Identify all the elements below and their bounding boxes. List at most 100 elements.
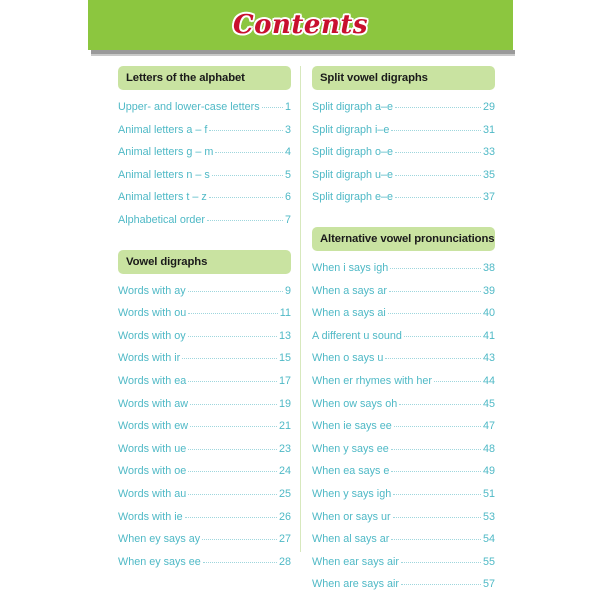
toc-entry[interactable]: When er rhymes with her 44 — [312, 370, 495, 393]
banner-shadow-soft — [91, 54, 515, 56]
toc-page-number: 4 — [284, 146, 291, 159]
toc-entry-label: When are says air — [312, 578, 400, 591]
toc-page-number: 19 — [278, 397, 291, 410]
toc-page-number: 9 — [284, 284, 291, 297]
toc-entry[interactable]: Animal letters g – m 4 — [118, 141, 291, 164]
toc-entry-label: Split digraph o–e — [312, 146, 394, 159]
toc-page-number: 40 — [482, 307, 495, 320]
banner-background — [88, 0, 513, 50]
toc-entry[interactable]: When al says ar 54 — [312, 528, 495, 551]
toc-entry[interactable]: When a says ar 39 — [312, 280, 495, 303]
toc-page-number: 51 — [482, 487, 495, 500]
toc-entry-label: Words with aw — [118, 397, 189, 410]
toc-entry[interactable]: Words with ie 26 — [118, 506, 291, 529]
toc-page-number: 43 — [482, 352, 495, 365]
toc-page-number: 31 — [482, 123, 495, 136]
toc-entry-label: Animal letters t – z — [118, 191, 207, 204]
toc-page-number: 39 — [482, 284, 495, 297]
contents-columns: Letters of the alphabet Upper- and lower-… — [0, 66, 600, 590]
toc-page-number: 45 — [482, 397, 495, 410]
toc-entry-label: When ow says oh — [312, 397, 398, 410]
toc-entry[interactable]: When o says u 43 — [312, 347, 495, 370]
toc-page-number: 25 — [278, 487, 291, 500]
toc-entry[interactable]: Animal letters t – z 6 — [118, 186, 291, 209]
toc-page-number: 26 — [278, 510, 291, 523]
toc-leader-dots — [389, 290, 481, 292]
toc-entry-label: Words with ou — [118, 307, 187, 320]
toc-entry[interactable]: Words with ay 9 — [118, 280, 291, 303]
toc-entry[interactable]: When y says ee 48 — [312, 438, 495, 461]
toc-entry-label: When or says ur — [312, 510, 391, 523]
toc-entry[interactable]: When ie says ee 47 — [312, 415, 495, 438]
toc-entry[interactable]: When a says ai 40 — [312, 302, 495, 325]
toc-leader-dots — [188, 448, 277, 450]
toc-entry[interactable]: Split digraph i–e 31 — [312, 119, 495, 142]
toc-entry[interactable]: When ow says oh 45 — [312, 393, 495, 416]
toc-page-number: 27 — [278, 533, 291, 546]
toc-leader-dots — [208, 196, 283, 199]
banner-shadow — [91, 50, 515, 54]
toc-entry[interactable]: Split digraph o–e 33 — [312, 141, 495, 164]
section-heading: Vowel digraphs — [118, 249, 291, 274]
toc-entry[interactable]: Split digraph u–e 35 — [312, 164, 495, 187]
toc-entry[interactable]: Animal letters n – s 5 — [118, 164, 291, 187]
toc-leader-dots — [211, 174, 283, 176]
toc-entry-label: When y says ee — [312, 442, 389, 455]
toc-entry-label: When ear says air — [312, 555, 400, 568]
toc-leader-dots — [434, 380, 481, 382]
toc-leader-dots — [395, 196, 481, 199]
toc-leader-dots — [393, 493, 481, 495]
toc-leader-dots — [395, 106, 481, 108]
toc-entry[interactable]: Animal letters a – f 3 — [118, 119, 291, 142]
toc-entry[interactable]: Upper- and lower-case letters 1 — [118, 96, 291, 119]
toc-page-number: 5 — [284, 168, 291, 181]
toc-entry-label: A different u sound — [312, 329, 402, 342]
contents-section: Letters of the alphabet Upper- and lower-… — [118, 66, 291, 232]
toc-page-number: 6 — [284, 191, 291, 204]
toc-leader-dots — [188, 380, 277, 382]
toc-leader-dots — [390, 267, 481, 269]
toc-entry[interactable]: When i says igh 38 — [312, 257, 495, 280]
toc-page-number: 29 — [482, 101, 495, 113]
toc-entry[interactable]: When are says air 57 — [312, 573, 495, 596]
section-heading: Split vowel digraphs — [312, 66, 495, 90]
toc-entry[interactable]: When or says ur 53 — [312, 506, 495, 529]
toc-entry-label: Words with oe — [118, 465, 187, 478]
toc-page-number: 44 — [482, 374, 495, 387]
toc-leader-dots — [401, 583, 481, 586]
toc-entry[interactable]: Words with au 25 — [118, 483, 291, 506]
toc-entry[interactable]: Words with ea 17 — [118, 370, 291, 393]
toc-leader-dots — [187, 335, 277, 337]
toc-entry[interactable]: When ear says air 55 — [312, 551, 495, 574]
toc-entry[interactable]: When y says igh 51 — [312, 483, 495, 506]
toc-entry[interactable]: Words with ue 23 — [118, 438, 291, 461]
contents-banner: Contents — [88, 0, 515, 57]
toc-entry[interactable]: A different u sound 41 — [312, 325, 495, 348]
toc-leader-dots — [401, 561, 481, 563]
toc-leader-dots — [190, 425, 277, 428]
toc-entry[interactable]: When ey says ee 28 — [118, 551, 291, 574]
toc-entry-label: When er rhymes with her — [312, 374, 433, 387]
toc-entry[interactable]: Words with ir 15 — [118, 347, 291, 370]
toc-entry[interactable]: When ey says ay 27 — [118, 528, 291, 551]
toc-entry[interactable]: Words with ou 11 — [118, 302, 291, 325]
toc-entry[interactable]: Words with oy 13 — [118, 325, 291, 348]
contents-section: Vowel digraphs Words with ay 9 Words with o… — [118, 249, 291, 574]
toc-entry-label: When o says u — [312, 352, 384, 365]
toc-entry[interactable]: Alphabetical order 7 — [118, 209, 291, 232]
toc-entry[interactable]: When ea says e 49 — [312, 460, 495, 483]
toc-leader-dots — [202, 561, 277, 563]
toc-page-number: 21 — [278, 420, 291, 433]
toc-entry[interactable]: Words with oe 24 — [118, 460, 291, 483]
toc-leader-dots — [391, 129, 481, 131]
toc-entry[interactable]: Split digraph a–e 29 — [312, 96, 495, 119]
toc-leader-dots — [188, 493, 277, 495]
toc-page-number: 11 — [279, 307, 291, 320]
toc-page-number: 37 — [482, 191, 495, 204]
toc-entry[interactable]: Split digraph e–e 37 — [312, 186, 495, 209]
toc-entry[interactable]: Words with ew 21 — [118, 415, 291, 438]
toc-entry-label: Words with ew — [118, 420, 189, 433]
toc-entry[interactable]: Words with aw 19 — [118, 393, 291, 416]
toc-entry-label: Alphabetical order — [118, 213, 206, 226]
toc-leader-dots — [184, 516, 277, 518]
